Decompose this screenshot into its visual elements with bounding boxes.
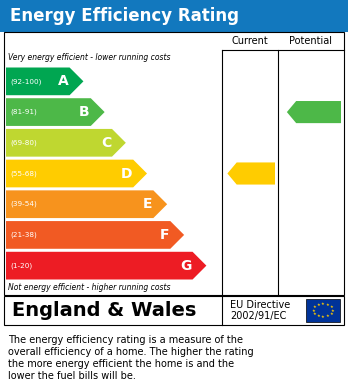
Text: England & Wales: England & Wales <box>12 301 196 320</box>
Text: (21-38): (21-38) <box>10 232 37 238</box>
Text: ★: ★ <box>329 305 333 309</box>
Text: E: E <box>143 197 152 211</box>
Text: B: B <box>79 105 90 119</box>
Bar <box>0 0 348 32</box>
Text: (81-91): (81-91) <box>10 109 37 115</box>
Text: G: G <box>180 258 191 273</box>
Text: EU Directive: EU Directive <box>230 301 290 310</box>
Text: ★: ★ <box>311 308 315 312</box>
Text: lower the fuel bills will be.: lower the fuel bills will be. <box>8 371 136 381</box>
Polygon shape <box>6 129 126 157</box>
Text: Not energy efficient - higher running costs: Not energy efficient - higher running co… <box>8 283 171 292</box>
Polygon shape <box>6 160 147 187</box>
Text: 85: 85 <box>307 105 326 119</box>
Text: ★: ★ <box>321 301 325 306</box>
Text: ★: ★ <box>326 314 330 319</box>
Text: ★: ★ <box>321 316 325 319</box>
Bar <box>306 299 340 322</box>
Polygon shape <box>6 98 105 126</box>
Polygon shape <box>287 101 341 123</box>
Polygon shape <box>227 162 275 185</box>
Bar <box>4 32 344 295</box>
Polygon shape <box>6 68 84 95</box>
Text: ★: ★ <box>331 308 334 312</box>
Text: 2002/91/EC: 2002/91/EC <box>230 310 286 321</box>
Bar <box>4 296 344 325</box>
Text: (55-68): (55-68) <box>10 170 37 177</box>
Text: ★: ★ <box>313 305 317 309</box>
Text: Very energy efficient - lower running costs: Very energy efficient - lower running co… <box>8 54 171 63</box>
Polygon shape <box>6 190 167 218</box>
Text: D: D <box>121 167 132 181</box>
Text: Potential: Potential <box>290 36 332 46</box>
Text: (1-20): (1-20) <box>10 262 32 269</box>
Text: Current: Current <box>232 36 268 46</box>
Text: A: A <box>58 74 69 88</box>
Text: (39-54): (39-54) <box>10 201 37 208</box>
Polygon shape <box>6 221 184 249</box>
Text: ★: ★ <box>326 303 330 307</box>
Text: C: C <box>101 136 111 150</box>
Text: F: F <box>160 228 169 242</box>
Text: (69-80): (69-80) <box>10 140 37 146</box>
Text: (92-100): (92-100) <box>10 78 41 84</box>
Text: overall efficiency of a home. The higher the rating: overall efficiency of a home. The higher… <box>8 347 254 357</box>
Text: ★: ★ <box>316 314 320 319</box>
Text: 66: 66 <box>244 167 264 181</box>
Text: ★: ★ <box>313 312 317 316</box>
Text: The energy efficiency rating is a measure of the: The energy efficiency rating is a measur… <box>8 335 243 345</box>
Text: the more energy efficient the home is and the: the more energy efficient the home is an… <box>8 359 234 369</box>
Text: ★: ★ <box>316 303 320 307</box>
Polygon shape <box>6 252 206 280</box>
Text: ★: ★ <box>329 312 333 316</box>
Text: Energy Efficiency Rating: Energy Efficiency Rating <box>10 7 239 25</box>
